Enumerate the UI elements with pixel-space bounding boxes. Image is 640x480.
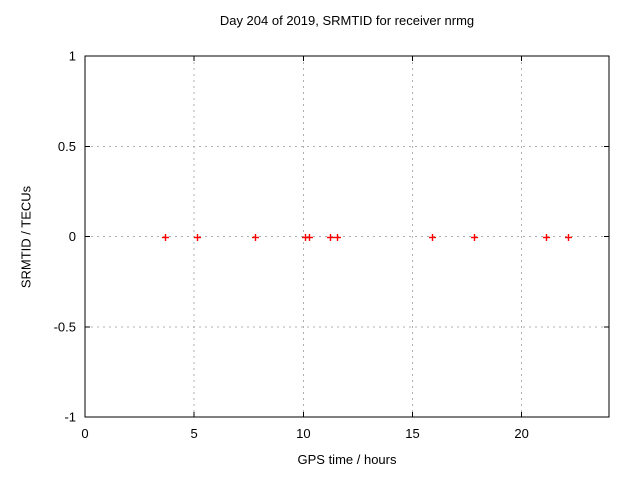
data-point-marker	[334, 234, 341, 241]
data-point-marker	[429, 234, 436, 241]
chart-title: Day 204 of 2019, SRMTID for receiver nrm…	[219, 13, 475, 28]
y-tick-label: 0.5	[58, 139, 76, 154]
x-tick-label: 10	[296, 426, 310, 441]
data-point-marker	[565, 234, 572, 241]
x-tick-label: 20	[514, 426, 528, 441]
x-tick-label: 5	[191, 426, 198, 441]
y-tick-label: -1	[64, 410, 76, 425]
data-point-marker	[162, 234, 169, 241]
x-tick-label: 0	[81, 426, 88, 441]
data-point-marker	[327, 234, 334, 241]
data-point-marker	[471, 234, 478, 241]
y-tick-label: 1	[69, 49, 76, 64]
data-point-marker	[252, 234, 259, 241]
data-point-marker	[543, 234, 550, 241]
data-point-marker	[194, 234, 201, 241]
data-point-marker	[306, 234, 313, 241]
y-tick-label: -0.5	[54, 319, 76, 334]
x-tick-label: 15	[405, 426, 419, 441]
x-axis-label: GPS time / hours	[297, 452, 397, 467]
y-tick-label: 0	[69, 229, 76, 244]
